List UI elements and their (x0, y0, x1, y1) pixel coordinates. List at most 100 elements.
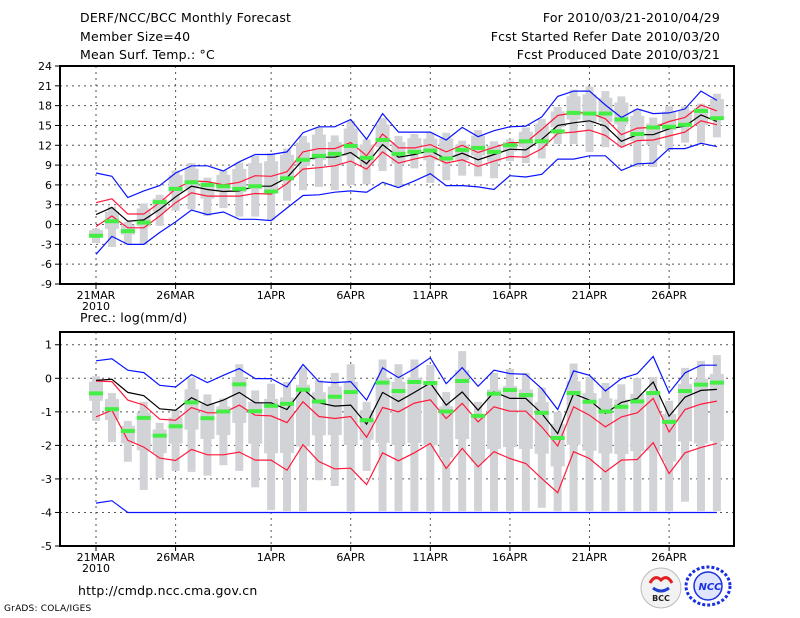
red-lower-line (95, 409, 718, 494)
y-tick-label: -6 (41, 258, 52, 271)
y-tick-label: -2 (41, 439, 52, 452)
green-marker (136, 220, 151, 225)
green-marker (311, 153, 326, 158)
green-marker (168, 424, 183, 429)
range-box (311, 134, 326, 161)
green-marker (280, 401, 295, 406)
range-box (502, 385, 517, 448)
range-box (487, 389, 501, 449)
green-marker (152, 200, 167, 205)
green-marker (502, 388, 517, 393)
range-box (709, 98, 724, 118)
green-marker (104, 407, 119, 412)
y-tick-label: 18 (38, 100, 52, 113)
x-tick-label: 26MAR (156, 551, 195, 564)
green-marker (534, 139, 549, 144)
green-marker (359, 155, 374, 160)
range-box (343, 381, 358, 446)
range-box (216, 174, 231, 192)
green-marker (343, 390, 358, 395)
green-marker (423, 148, 438, 153)
green-marker (89, 233, 103, 238)
green-marker (216, 184, 231, 189)
range-box (582, 393, 597, 451)
x-tick-label: 26APR (651, 289, 687, 302)
x-tick-label: 21MAR (77, 551, 116, 564)
green-marker (216, 409, 231, 414)
x-tick-label: 1APR (257, 551, 286, 564)
green-marker (439, 156, 454, 161)
range-box (566, 381, 581, 445)
green-marker (248, 409, 263, 414)
green-marker (614, 117, 629, 122)
green-marker (582, 111, 597, 116)
green-marker (327, 151, 342, 156)
green-marker (280, 176, 295, 181)
range-box (693, 378, 708, 444)
green-marker (391, 151, 406, 156)
green-marker (232, 382, 247, 387)
range-box (439, 406, 454, 458)
blue-lower-line (95, 500, 717, 514)
y-tick-label: -5 (41, 540, 52, 553)
x-tick-label: 26APR (651, 551, 687, 564)
green-marker (693, 108, 708, 113)
range-box (582, 94, 597, 123)
green-marker (136, 415, 151, 420)
green-marker (646, 391, 661, 396)
start-date: Fcst Started Refer Date 2010/03/20 (490, 29, 720, 44)
range-box (407, 138, 422, 153)
green-marker (295, 157, 310, 162)
green-marker (598, 111, 613, 116)
range-box (423, 382, 438, 446)
green-marker (550, 129, 565, 134)
y-tick-label: -1 (41, 406, 52, 419)
green-marker (343, 143, 358, 148)
range-box (280, 154, 295, 178)
red-upper-line (95, 380, 718, 448)
range-box (327, 386, 342, 436)
grads-credit: GrADS: COLA/IGES (4, 604, 92, 614)
green-marker (550, 435, 565, 440)
green-marker (200, 182, 215, 187)
green-marker (487, 391, 501, 396)
x-tick-year: 2010 (82, 300, 110, 313)
green-marker (518, 139, 533, 144)
range-box (646, 393, 661, 451)
x-tick-label: 11APR (412, 551, 448, 564)
x-tick-label: 6APR (336, 551, 365, 564)
range-box (232, 168, 247, 193)
range-box (295, 384, 310, 447)
green-marker (518, 393, 533, 398)
green-marker (311, 399, 326, 404)
x-tick-label: 21MAR (77, 289, 116, 302)
green-marker (693, 382, 708, 387)
y-tick-label: -3 (41, 238, 52, 251)
green-marker (359, 418, 374, 423)
green-marker (89, 391, 103, 396)
produced-date: Fcst Produced Date 2010/03/21 (516, 47, 720, 62)
green-marker (264, 189, 279, 194)
green-marker (709, 380, 724, 385)
green-marker (407, 379, 422, 384)
range-box (709, 373, 724, 441)
forecast-period: For 2010/03/21-2010/04/29 (542, 10, 720, 25)
y-tick-label: 12 (38, 139, 52, 152)
member-size: Member Size=40 (80, 29, 191, 44)
source-url[interactable]: http://cmdp.ncc.cma.gov.cn (78, 583, 258, 598)
range-box (439, 138, 454, 159)
green-marker (375, 137, 390, 142)
x-tick-label: 26MAR (156, 289, 195, 302)
y-tick-label: 0 (45, 219, 52, 232)
green-marker (168, 186, 183, 191)
red-upper-line (95, 104, 718, 215)
y-tick-label: 0 (45, 372, 52, 385)
range-box (359, 144, 374, 165)
green-marker (407, 149, 422, 154)
green-marker (630, 399, 645, 404)
x-tick-label: 16APR (492, 551, 528, 564)
green-marker (120, 229, 135, 234)
y-tick-label: 3 (45, 199, 52, 212)
